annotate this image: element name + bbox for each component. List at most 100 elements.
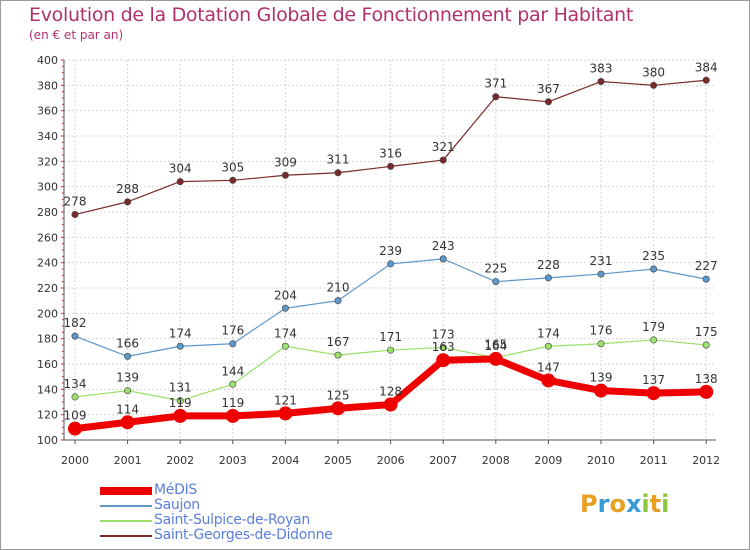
data-label: 179 <box>642 320 665 334</box>
data-label: 175 <box>695 325 718 339</box>
data-label: 231 <box>590 254 613 268</box>
data-label: 119 <box>169 396 192 410</box>
data-point <box>646 386 661 401</box>
axes: 100 120 140 160 180 200 220 240 260 280 300 320 340 3… <box>37 54 720 467</box>
x-tick-label: 2012 <box>692 454 720 467</box>
data-point <box>439 156 447 164</box>
data-point <box>383 397 398 412</box>
y-tick-label: 200 <box>37 307 58 320</box>
data-point <box>702 275 710 283</box>
legend-label: MéDIS <box>154 482 197 498</box>
x-tick-label: 2005 <box>324 454 352 467</box>
x-tick-label: 2008 <box>482 454 510 467</box>
logo-letter: o <box>609 490 626 518</box>
data-label: 134 <box>64 377 87 391</box>
data-label: 137 <box>642 373 665 387</box>
data-point <box>387 162 395 170</box>
legend-item: Saujon <box>100 497 400 513</box>
legend-swatch <box>100 505 152 507</box>
x-tick-label: 2011 <box>640 454 668 467</box>
y-tick-label: 260 <box>37 231 58 244</box>
data-point <box>439 255 447 263</box>
data-label: 384 <box>695 60 718 74</box>
data-label: 121 <box>274 393 297 407</box>
chart-subtitle: (en € et par an) <box>29 28 124 42</box>
legend-item: Saint-Sulpice-de-Royan <box>100 512 400 528</box>
line-chart: 100 120 140 160 180 200 220 240 260 280 300 320 340 3… <box>37 54 720 467</box>
data-point <box>176 397 184 405</box>
y-tick-label: 380 <box>37 79 58 92</box>
data-point <box>331 401 345 416</box>
data-point <box>597 78 605 86</box>
data-point <box>436 353 451 368</box>
legend-item: Saint-Georges-de-Didonne <box>100 527 400 543</box>
data-point <box>544 274 552 282</box>
data-point <box>173 408 188 423</box>
data-point <box>71 211 79 219</box>
data-label: 165 <box>484 338 507 352</box>
data-label: 176 <box>590 324 613 338</box>
data-label: 174 <box>537 326 560 340</box>
data-label: 163 <box>432 340 455 354</box>
data-label: 147 <box>537 360 560 374</box>
data-point <box>544 342 552 350</box>
data-label: 210 <box>327 281 350 295</box>
data-point <box>492 93 500 101</box>
data-point <box>124 198 132 206</box>
y-tick-label: 120 <box>37 409 58 422</box>
data-point <box>597 270 605 278</box>
data-label: 173 <box>432 328 455 342</box>
x-tick-label: 2003 <box>219 454 247 467</box>
data-point <box>702 76 710 84</box>
data-label: 182 <box>64 316 87 330</box>
data-label: 174 <box>169 326 192 340</box>
data-point <box>71 393 79 401</box>
data-label: 278 <box>64 195 87 209</box>
data-label: 316 <box>379 146 402 160</box>
y-tick-label: 340 <box>37 130 58 143</box>
y-tick-label: 180 <box>37 333 58 346</box>
data-label: 383 <box>590 62 613 76</box>
data-label: 304 <box>169 162 192 176</box>
data-label: 128 <box>379 385 402 399</box>
data-point <box>387 346 395 354</box>
data-label: 138 <box>695 372 718 386</box>
data-label: 176 <box>221 324 244 338</box>
data-point <box>544 98 552 106</box>
data-label: 321 <box>432 140 455 154</box>
x-tick-label: 2001 <box>114 454 142 467</box>
data-label: 225 <box>484 262 507 276</box>
data-point <box>176 342 184 350</box>
data-label: 380 <box>642 65 665 79</box>
data-point <box>229 176 237 184</box>
data-label: 204 <box>274 288 297 302</box>
data-label: 235 <box>642 249 665 263</box>
legend-label: Saujon <box>154 497 200 513</box>
x-tick-label: 2007 <box>429 454 457 467</box>
x-tick-label: 2009 <box>534 454 562 467</box>
data-label: 239 <box>379 244 402 258</box>
data-point <box>278 406 293 421</box>
data-label: 109 <box>64 409 87 423</box>
data-point <box>387 260 395 268</box>
x-tick-label: 2004 <box>271 454 299 467</box>
data-point <box>650 81 658 89</box>
legend-swatch <box>100 520 152 522</box>
legend-label: Saint-Georges-de-Didonne <box>154 527 333 543</box>
data-point <box>702 341 710 349</box>
legend-item: MéDIS <box>100 482 400 498</box>
data-point <box>225 408 240 423</box>
data-point <box>699 384 714 399</box>
y-tick-label: 320 <box>37 155 58 168</box>
legend-swatch <box>100 487 152 495</box>
data-point <box>120 415 135 430</box>
data-label: 371 <box>484 77 507 91</box>
x-tick-label: 2010 <box>587 454 615 467</box>
data-label: 114 <box>116 402 139 416</box>
data-label: 243 <box>432 239 455 253</box>
x-tick-label: 2002 <box>166 454 194 467</box>
chart-title: Evolution de la Dotation Globale de Fonc… <box>29 4 634 26</box>
data-point <box>439 344 447 352</box>
data-label: 119 <box>221 396 244 410</box>
data-point <box>176 178 184 186</box>
